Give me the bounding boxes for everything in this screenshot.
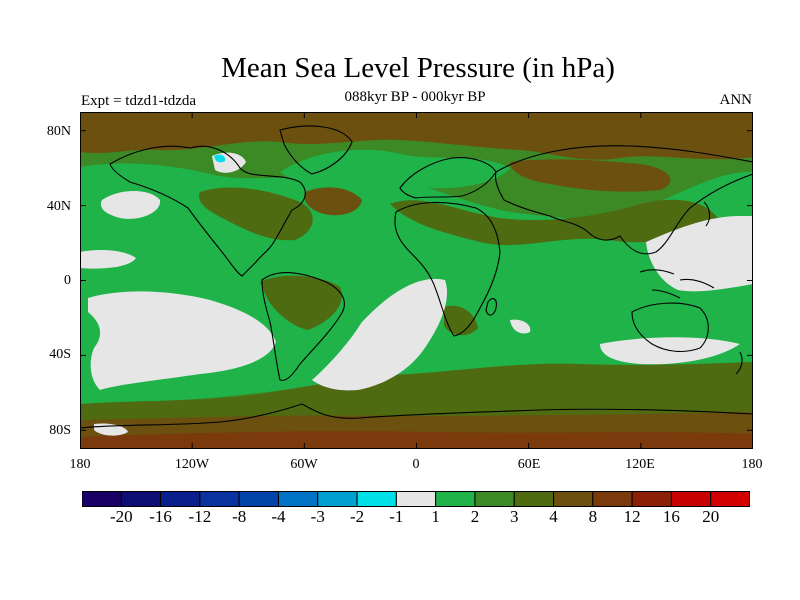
colorbar-box bbox=[82, 491, 122, 507]
colorbar-label: 4 bbox=[549, 507, 558, 526]
colorbar-label: -12 bbox=[188, 507, 212, 526]
coastline-indonesia bbox=[639, 269, 715, 299]
field-3-4-north-africa-asia bbox=[390, 199, 720, 246]
colorbar-box bbox=[356, 491, 397, 507]
colorbar-label: -3 bbox=[310, 507, 325, 526]
colorbar bbox=[82, 491, 750, 507]
experiment-label: Expt = tdzd1-tdzda bbox=[81, 93, 197, 109]
lon-label-120e: 120E bbox=[625, 457, 655, 472]
colorbar-box bbox=[592, 491, 633, 507]
colorbar-label: 16 bbox=[662, 507, 680, 526]
lat-label-80n: 80N bbox=[46, 124, 71, 139]
colorbar-box bbox=[670, 491, 712, 507]
field-4-8-mediterranean bbox=[304, 187, 362, 216]
colorbar-label: -16 bbox=[149, 507, 172, 526]
field-neutral-south-atlantic bbox=[312, 278, 448, 391]
colorbar-box bbox=[317, 491, 358, 507]
lon-label-120w: 120W bbox=[174, 457, 210, 472]
colorbar-box bbox=[395, 491, 437, 507]
coastline-asia bbox=[494, 145, 753, 255]
pressure-anomaly-map bbox=[80, 112, 753, 449]
coastline-africa bbox=[394, 201, 501, 337]
colorbar-label: 2 bbox=[470, 507, 480, 526]
colorbar-box bbox=[631, 491, 672, 507]
field-neutral-south-pacific bbox=[88, 291, 276, 390]
lon-label-180e: 180 bbox=[741, 457, 763, 472]
field-neutral-tropical-pacific-east bbox=[80, 250, 136, 269]
colorbar-box bbox=[238, 491, 279, 507]
lat-label-0: 0 bbox=[64, 273, 71, 288]
field-neutral-madagascar bbox=[510, 319, 531, 334]
coastline-south-america bbox=[261, 272, 345, 381]
colorbar-box bbox=[513, 491, 555, 507]
field-4-8-siberia bbox=[510, 159, 671, 192]
field-neg1-greenland bbox=[214, 154, 226, 163]
chart-title: Mean Sea Level Pressure (in hPa) bbox=[221, 52, 615, 84]
field-3-4-southern-ocean bbox=[80, 362, 753, 421]
colorbar-box bbox=[199, 491, 240, 507]
field-8-12-antarctic-coast bbox=[80, 431, 753, 449]
colorbar-label: 1 bbox=[431, 507, 440, 526]
colorbar-label: -8 bbox=[232, 507, 247, 526]
field-4-8-arctic bbox=[80, 112, 753, 160]
field-neutral-west-pacific bbox=[646, 216, 753, 292]
colorbar-box bbox=[277, 491, 319, 507]
colorbar-label: 8 bbox=[588, 507, 598, 526]
coastline-japan bbox=[703, 201, 711, 227]
season-label: ANN bbox=[719, 92, 753, 108]
coastline-australia bbox=[631, 302, 709, 353]
colorbar-label: 12 bbox=[623, 507, 641, 526]
colorbar-label: -4 bbox=[271, 507, 286, 526]
lat-label-80s: 80S bbox=[49, 423, 71, 438]
colorbar-label: -2 bbox=[349, 507, 365, 526]
colorbar-box bbox=[120, 491, 162, 507]
coastline-europe bbox=[399, 157, 497, 199]
coastline-north-america bbox=[109, 145, 306, 277]
colorbar-label: 3 bbox=[509, 507, 519, 526]
lon-label-180w: 180 bbox=[69, 457, 91, 472]
colorbar-box bbox=[474, 491, 515, 507]
colorbar-box bbox=[435, 491, 476, 507]
colorbar-label: -20 bbox=[109, 507, 133, 526]
lon-label-0: 0 bbox=[412, 457, 420, 472]
chart-subtitle: 088kyr BP - 000kyr BP bbox=[344, 89, 486, 105]
colorbar-label: 20 bbox=[702, 507, 720, 526]
lat-label-40n: 40N bbox=[46, 199, 71, 214]
coastline-madagascar bbox=[485, 298, 497, 316]
coastline-greenland bbox=[279, 125, 353, 175]
coastlines bbox=[80, 125, 753, 429]
axis-ticks bbox=[80, 112, 753, 449]
coastline-antarctica bbox=[80, 403, 753, 429]
colorbar-box bbox=[553, 491, 594, 507]
field-3-4-south-america bbox=[260, 275, 342, 330]
lon-label-60w: 60W bbox=[290, 457, 318, 472]
field-3-4-north-america bbox=[199, 187, 313, 241]
lat-label-40s: 40S bbox=[49, 347, 71, 362]
lon-label-60e: 60E bbox=[517, 457, 541, 472]
field-3-4-south-africa bbox=[444, 305, 478, 336]
colorbar-box bbox=[710, 491, 750, 507]
coastline-nz bbox=[735, 351, 743, 375]
field-neutral-north-pacific-east bbox=[100, 191, 161, 219]
colorbar-label: -1 bbox=[389, 507, 404, 526]
colorbar-box bbox=[160, 491, 201, 507]
